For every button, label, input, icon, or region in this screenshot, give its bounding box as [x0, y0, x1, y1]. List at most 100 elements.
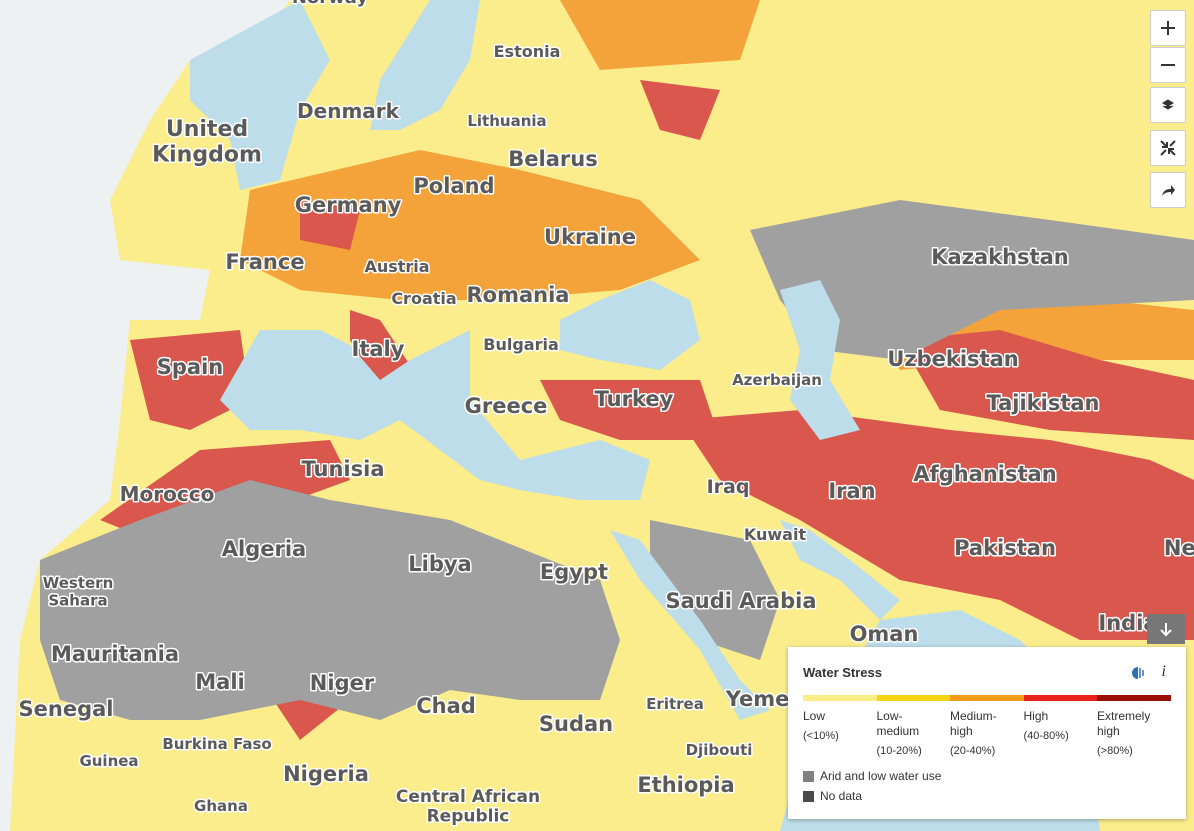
legend-category: High (40-80%) [1023, 695, 1097, 757]
country-label: Saudi Arabia [666, 589, 817, 613]
country-label: Niger [310, 671, 375, 695]
label-line: Pakistan [954, 536, 1056, 560]
label-line: Norway [292, 0, 369, 8]
legend-category: Extremely high (>80%) [1097, 695, 1171, 757]
country-label: Denmark [297, 99, 400, 123]
label-line: Ghana [194, 797, 248, 815]
country-label: Ghana [194, 797, 248, 815]
label-line: Ukraine [544, 225, 636, 249]
label-line: Azerbaijan [732, 371, 822, 389]
label-line: Italy [352, 337, 405, 361]
sea [370, 0, 480, 130]
legend-toggle[interactable] [1147, 614, 1185, 644]
country-label: Western Sahara [43, 574, 114, 609]
label-line: Poland [413, 174, 494, 198]
label-line: Austria [364, 257, 429, 276]
collapse-icon [1160, 140, 1176, 156]
label-line: Chad [416, 694, 476, 718]
country-label: Romania [467, 283, 570, 307]
legend-other-name: No data [820, 789, 863, 803]
country-label: Algeria [222, 537, 306, 561]
legend-category-name: Extremely high [1097, 709, 1151, 738]
country-label: Ukraine [544, 225, 636, 249]
country-label: France [225, 250, 304, 274]
legend: Water Stress i Low (<10%) Low-medium (10-20… [788, 647, 1186, 819]
country-label: Kazakhstan [931, 245, 1068, 269]
label-line: Kuwait [744, 525, 807, 544]
zoom-in-icon [1161, 21, 1175, 35]
zoom-in[interactable] [1150, 10, 1186, 46]
country-label: Nigeria [283, 762, 369, 786]
legend-category-name: High [1023, 709, 1049, 723]
label-line: Kingdom [152, 142, 262, 167]
label-line: Oman [850, 622, 919, 646]
legend-swatch [803, 770, 814, 782]
country-label: Italy [352, 337, 405, 361]
collapse-button[interactable] [1150, 130, 1186, 166]
legend-category-range: (20-40%) [950, 745, 996, 757]
label-line: Estonia [494, 42, 561, 61]
legend-swatch [803, 790, 814, 802]
label-line: Kazakhstan [931, 245, 1068, 269]
legend-color [803, 695, 877, 701]
opacity-icon[interactable] [1130, 665, 1146, 681]
legend-category: Medium-high (20-40%) [950, 695, 1024, 757]
legend-category: Low (<10%) [803, 695, 877, 757]
label-line: Spain [157, 355, 223, 379]
legend-color [876, 695, 950, 701]
info-icon[interactable]: i [1161, 663, 1166, 680]
country-label: Mauritania [51, 642, 179, 666]
label-line: Romania [467, 283, 570, 307]
zoom-out-icon [1161, 64, 1175, 66]
country-label: Mali [195, 670, 244, 694]
label-line: Uzbekistan [887, 347, 1018, 371]
country-label: Estonia [494, 42, 561, 61]
country-label: Egypt [540, 560, 608, 584]
label-line: Central African [396, 787, 540, 807]
legend-color [1023, 695, 1097, 701]
share-icon [1162, 185, 1175, 196]
label-line: Lithuania [467, 112, 546, 130]
label-line: Afghanistan [913, 462, 1056, 486]
label-line: Belarus [508, 147, 597, 171]
label-line: Saudi Arabia [666, 589, 817, 613]
country-label: Greece [465, 394, 548, 418]
country-label: Azerbaijan [732, 371, 822, 389]
country-label: Morocco [120, 482, 215, 506]
legend-category-name: Low-medium [876, 709, 920, 738]
legend-category-range: (<10%) [803, 730, 839, 742]
layers-button[interactable] [1150, 87, 1186, 123]
country-label: Djibouti [686, 741, 753, 759]
zoom-out[interactable] [1150, 47, 1186, 83]
legend-other-name: Arid and low water use [820, 769, 942, 783]
legend-category-range: (40-80%) [1023, 730, 1069, 742]
country-label: Germany [295, 193, 402, 217]
country-label: United Kingdom [152, 117, 262, 167]
label-line: Nepal [1164, 536, 1194, 560]
label-line: Iraq [707, 476, 750, 498]
label-line: Germany [295, 193, 402, 217]
label-line: Tunisia [302, 457, 385, 481]
country-label: Lithuania [467, 112, 546, 130]
country-label: Bulgaria [483, 335, 559, 354]
country-label: Austria [364, 257, 429, 276]
label-line: Turkey [595, 387, 674, 411]
share-button[interactable] [1150, 172, 1186, 208]
country-label: Afghanistan [913, 462, 1056, 486]
country-label: Nepal [1164, 536, 1194, 560]
country-label: Chad [416, 694, 476, 718]
label-line: Egypt [540, 560, 608, 584]
label-line: Burkina Faso [162, 735, 271, 753]
label-line: Guinea [79, 752, 138, 770]
layers-icon [1162, 99, 1174, 110]
country-label: Spain [157, 355, 223, 379]
country-label: Belarus [508, 147, 597, 171]
label-line: Western [43, 574, 114, 592]
country-label: Pakistan [954, 536, 1056, 560]
country-label: Uzbekistan [887, 347, 1018, 371]
country-label: Eritrea [646, 695, 704, 713]
legend-title: Water Stress [803, 665, 882, 680]
country-label: Tajikistan [986, 391, 1099, 415]
